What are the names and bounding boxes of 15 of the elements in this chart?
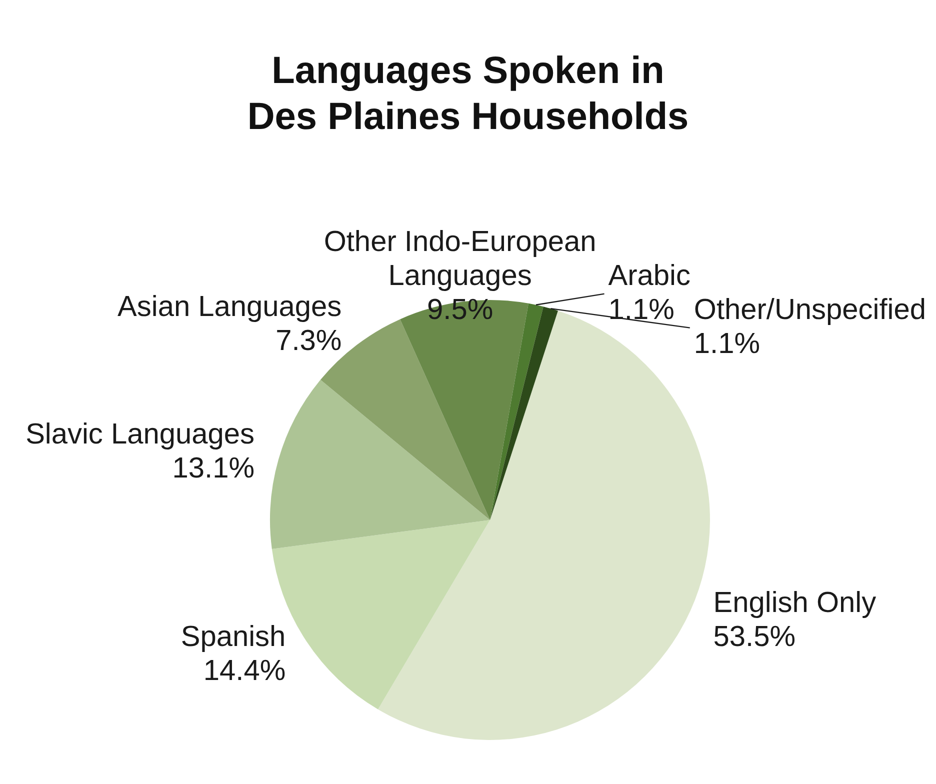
chart-title: Languages Spoken in Des Plaines Households: [246, 49, 690, 140]
data-label: 7.3%: [276, 325, 342, 358]
data-label: 13.1%: [172, 452, 255, 484]
data-label: 1.1%: [608, 294, 674, 326]
slice-label: Other/Unspecified: [694, 294, 926, 326]
slice-label: Spanish: [180, 621, 286, 654]
data-label: 53.5%: [713, 620, 796, 653]
slice-label: Other Indo-European Languages: [324, 226, 596, 292]
data-label: 9.5%: [427, 294, 494, 326]
data-label: 14.4%: [203, 655, 286, 688]
data-label: 1.1%: [694, 328, 760, 360]
slice-label: English Only: [713, 586, 877, 619]
slice-label: Asian Languages: [118, 291, 342, 324]
slice-label: Slavic Languages: [26, 418, 255, 450]
slice-label: Arabic: [608, 260, 690, 292]
